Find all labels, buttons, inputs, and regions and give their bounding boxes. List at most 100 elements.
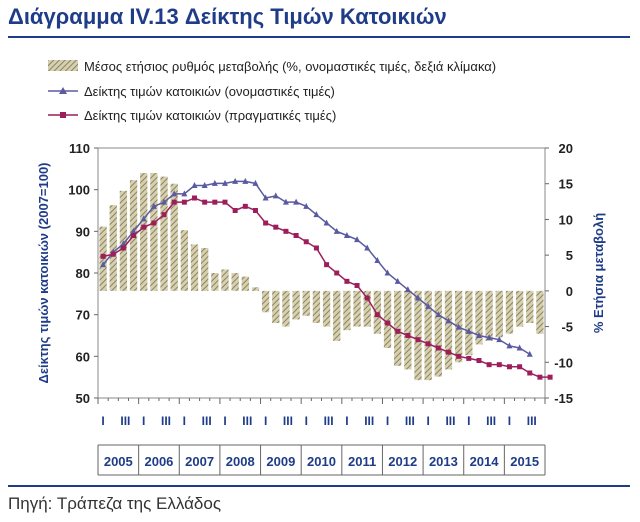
right-tick-label: -10 [554,355,573,370]
left-tick-label: 90 [76,224,90,239]
real-point [242,203,248,209]
nominal-point [516,344,523,351]
bar [465,290,473,356]
real-point [131,233,137,238]
real-point [212,199,218,205]
quarter-label: III [405,414,415,428]
bar [424,290,432,381]
real-point [537,374,543,380]
year-label: 2015 [510,454,539,469]
bar [515,290,524,327]
real-point [324,262,330,268]
quarter-label: III [445,414,455,428]
bar [434,290,442,377]
quarter-label: I [142,414,145,428]
nominal-point [221,179,228,186]
y-right-label: % Ετήσια μεταβολή [591,213,606,333]
quarter-label: III [202,414,212,428]
bar [150,173,158,291]
bar [363,290,371,327]
real-point [466,355,472,361]
bar [261,290,270,313]
nominal-point [506,342,513,349]
quarter-label: III [486,414,496,428]
year-label: 2006 [144,454,173,469]
left-tick-label: 50 [76,391,90,406]
legend-label: Μέσος ετήσιος ρυθμός μεταβολής (%, ονομα… [84,59,496,74]
real-point [354,283,360,288]
quarter-label: III [242,414,252,428]
quarter-label: I [183,414,186,428]
real-point [192,195,198,201]
real-point [202,199,208,205]
nominal-point [232,177,239,184]
bar [333,290,341,341]
nominal-point [475,332,482,338]
quarter-label: I [305,414,308,428]
real-point [435,345,441,351]
bar [414,290,422,381]
bar [505,290,514,334]
bar [302,290,310,316]
nominal-point [465,327,472,334]
bar [475,290,483,345]
bar [495,290,503,338]
real-point [415,337,421,343]
real-point [141,224,147,230]
bar [536,290,544,334]
real-point [273,224,279,230]
nominal-point [272,192,279,199]
legend-swatch-bars [48,60,78,71]
footer-rule [8,485,630,487]
nominal-point [455,323,462,330]
bar [211,273,219,291]
bar [312,290,321,323]
nominal-point [415,294,422,301]
bar [201,248,209,291]
bar [231,273,239,291]
source-note: Πηγή: Τράπεζα της Ελλάδος [8,494,222,513]
year-label: 2005 [104,454,133,469]
real-point [252,208,258,213]
bar [394,290,402,366]
year-label: 2009 [266,454,295,469]
real-point [527,370,533,376]
real-point [120,245,126,251]
title-rule [8,36,630,38]
quarter-label: I [386,414,389,428]
real-point [100,253,106,259]
quarter-label: III [324,414,334,428]
bar [404,290,412,370]
real-point [445,349,451,355]
legend-label: Δείκτης τιμών κατοικιών (πραγματικές τιμ… [84,108,336,123]
real-point [374,312,380,318]
legend-marker-real [60,112,66,118]
real-point [303,239,309,245]
quarter-label: III [120,414,130,428]
quarter-label: I [223,414,226,428]
bar [383,290,392,348]
bar [272,290,280,323]
real-point [334,270,340,276]
real-point [547,374,553,380]
nominal-point [252,179,259,186]
real-point [506,364,512,370]
real-point [313,245,319,251]
year-label: 2010 [307,454,336,469]
year-label: 2012 [388,454,417,469]
nominal-point [211,179,218,186]
nominal-point [333,227,340,234]
bar [343,290,351,331]
real-point [110,251,116,257]
real-point [496,362,502,368]
real-point [405,333,411,338]
real-point [425,341,431,347]
nominal-point [394,277,401,284]
real-point [517,364,523,370]
nominal-point [242,177,249,184]
right-tick-label: 15 [559,177,573,192]
chart-title: Διάγραμμα IV.13 Δείκτης Τιμών Κατοικιών [8,4,447,29]
bar [485,290,493,341]
nominal-point [404,286,411,293]
nominal-point [140,215,147,222]
